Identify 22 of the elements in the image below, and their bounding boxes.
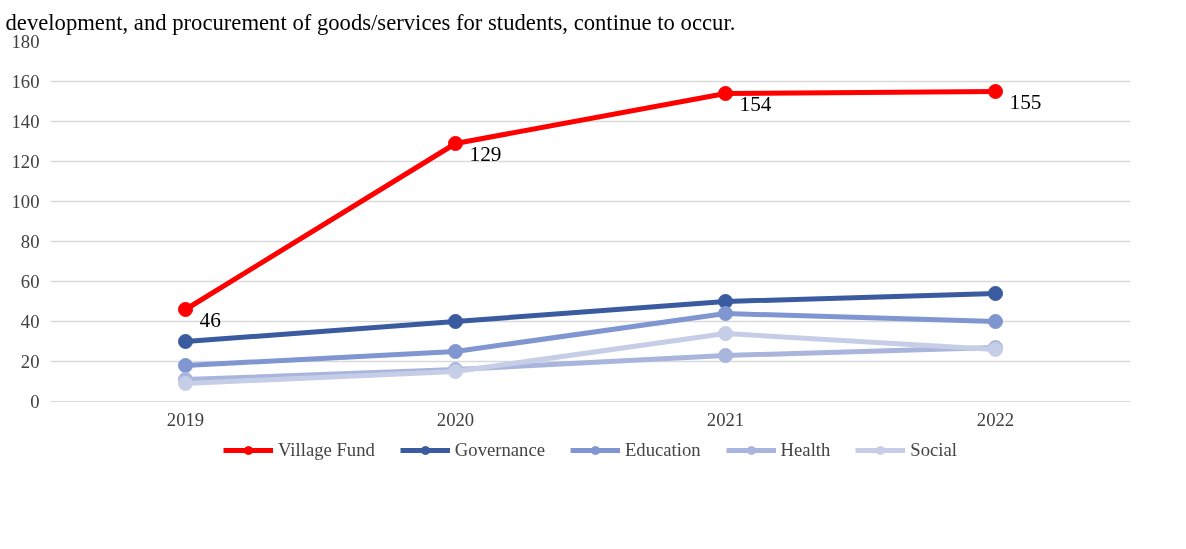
y-tick-label: 0: [30, 391, 40, 412]
legend-label: Governance: [454, 439, 545, 461]
y-tick-label: 140: [11, 111, 40, 132]
data-label: 154: [739, 91, 772, 116]
data-label: 46: [199, 307, 222, 332]
legend-label: Health: [780, 439, 831, 461]
y-tick-label: 120: [11, 151, 40, 172]
x-tick-label: 2021: [706, 408, 745, 430]
x-tick-label: 2019: [166, 408, 205, 430]
y-tick-label: 100: [11, 191, 40, 212]
y-tick-label: 160: [11, 71, 40, 92]
data-label: 155: [1009, 89, 1042, 114]
x-tick-label: 2020: [436, 408, 475, 430]
x-tick-label: 2022: [976, 408, 1015, 430]
y-tick-label: 60: [20, 271, 40, 292]
data-label: 129: [469, 141, 502, 166]
legend-label: Village Fund: [278, 439, 375, 461]
legend-label: Education: [624, 439, 701, 461]
legend-label: Social: [910, 439, 957, 461]
y-tick-label: 80: [20, 231, 40, 252]
y-tick-label: 20: [20, 351, 40, 372]
y-tick-label: 40: [20, 311, 40, 332]
